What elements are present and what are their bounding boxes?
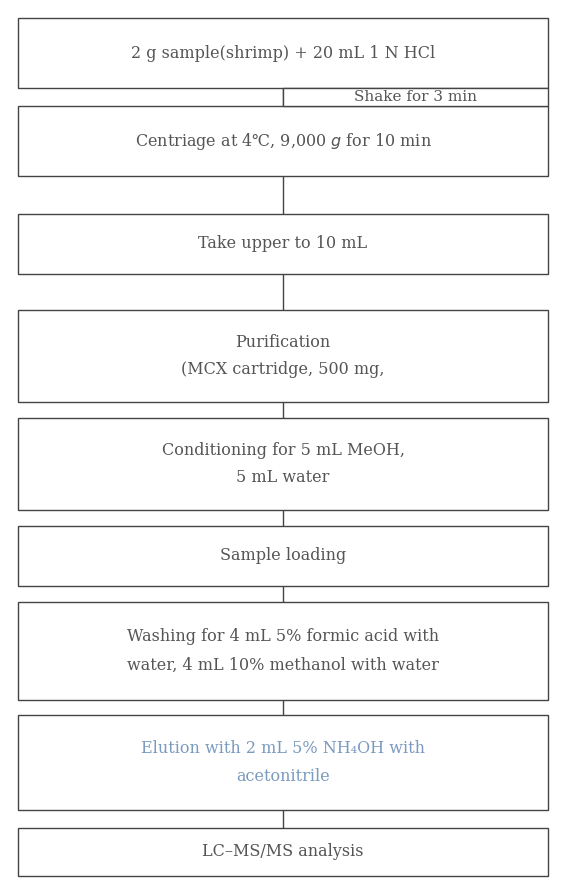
Bar (18, 715, 548, 810)
Text: Elution with 2 mL 5% NH₄OH with: Elution with 2 mL 5% NH₄OH with (141, 740, 425, 757)
Text: Take upper to 10 mL: Take upper to 10 mL (199, 236, 367, 252)
Bar (18, 526, 548, 586)
Bar (18, 214, 548, 274)
Bar (18, 602, 548, 700)
Bar (18, 828, 548, 876)
Text: Shake for 3 min: Shake for 3 min (354, 90, 477, 104)
Text: (MCX cartridge, 500 mg,: (MCX cartridge, 500 mg, (181, 361, 385, 379)
Text: LC–MS/MS analysis: LC–MS/MS analysis (202, 844, 364, 861)
Text: acetonitrile: acetonitrile (236, 768, 330, 785)
Bar (18, 106, 548, 176)
Text: Washing for 4 mL 5% formic acid with: Washing for 4 mL 5% formic acid with (127, 628, 439, 645)
Text: Conditioning for 5 mL MeOH,: Conditioning for 5 mL MeOH, (161, 442, 405, 459)
Text: 5 mL water: 5 mL water (237, 469, 329, 486)
Text: 2 g sample(shrimp) + 20 mL 1 N HCl: 2 g sample(shrimp) + 20 mL 1 N HCl (131, 44, 435, 61)
Bar (283, 88, 548, 106)
Bar (18, 18, 548, 88)
Bar (18, 310, 548, 402)
Bar (18, 418, 548, 510)
Text: water, 4 mL 10% methanol with water: water, 4 mL 10% methanol with water (127, 657, 439, 674)
Text: Purification: Purification (235, 333, 331, 350)
Text: Sample loading: Sample loading (220, 548, 346, 565)
Text: Centriage at 4℃, 9,000 $g$ for 10 min: Centriage at 4℃, 9,000 $g$ for 10 min (135, 131, 431, 151)
